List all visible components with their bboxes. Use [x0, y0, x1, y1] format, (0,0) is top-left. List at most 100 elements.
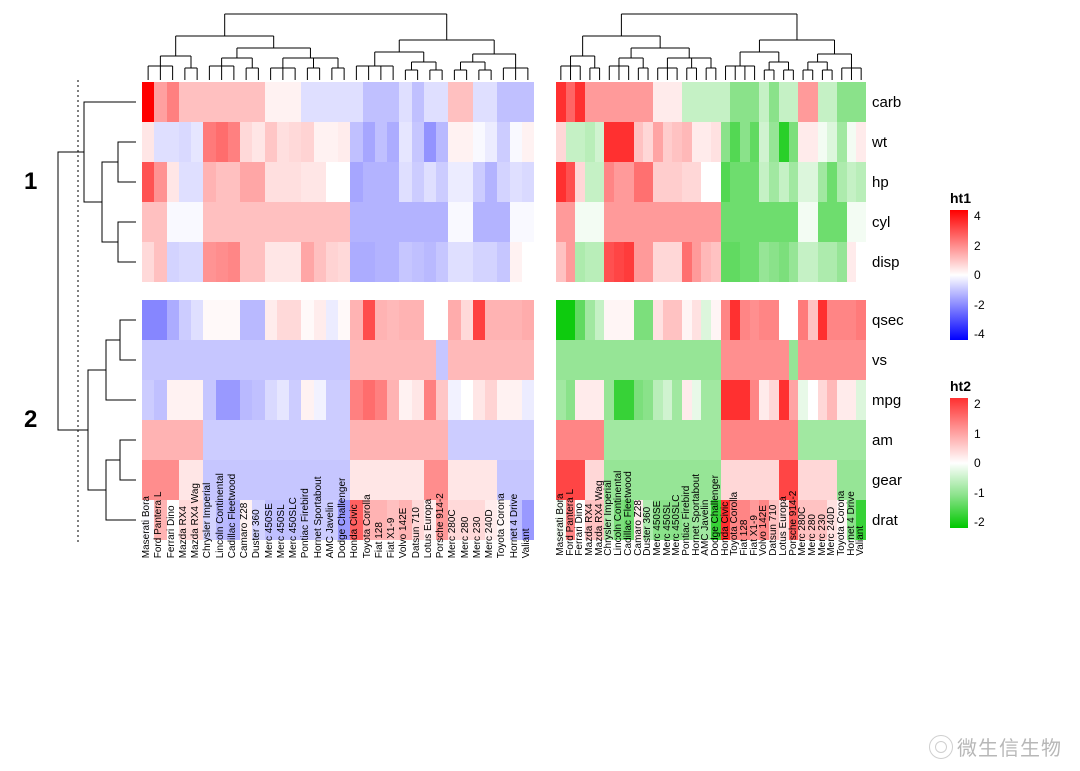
- heatmap-cell: [338, 162, 350, 202]
- heatmap-cell: [497, 162, 509, 202]
- heatmap-cell: [730, 420, 740, 460]
- heatmap-cell: [179, 122, 191, 162]
- heatmap-cell: [179, 420, 191, 460]
- heatmap-cell: [350, 82, 362, 122]
- row-label: drat: [872, 500, 932, 540]
- heatmap-cell: [265, 82, 277, 122]
- heatmap-cell: [643, 300, 653, 340]
- heatmap-cell: [265, 242, 277, 282]
- heatmap-cell: [191, 420, 203, 460]
- heatmap-cell: [692, 420, 702, 460]
- heatmap-cell: [818, 202, 828, 242]
- heatmap-cell: [191, 242, 203, 282]
- heatmap-cell: [191, 82, 203, 122]
- heatmap-cell: [473, 162, 485, 202]
- heatmap-cell: [614, 340, 624, 380]
- heatmap-ht2-top: [556, 82, 866, 282]
- heatmap-cell: [228, 82, 240, 122]
- heatmap-cell: [314, 300, 326, 340]
- heatmap-cell: [252, 460, 264, 500]
- heatmap-cell: [497, 82, 509, 122]
- heatmap-cell: [779, 122, 789, 162]
- legend-tick: 4: [974, 210, 985, 222]
- heatmap-cell: [818, 162, 828, 202]
- heatmap-cell: [634, 460, 644, 500]
- heatmap-cell: [721, 82, 731, 122]
- heatmap-cell: [692, 380, 702, 420]
- heatmap-cell: [779, 380, 789, 420]
- heatmap-cell: [682, 300, 692, 340]
- heatmap-cell: [314, 340, 326, 380]
- heatmap-cell: [614, 420, 624, 460]
- heatmap-cell: [643, 420, 653, 460]
- heatmap-cell: [856, 460, 866, 500]
- heatmap-cell: [363, 380, 375, 420]
- heatmap-cell: [461, 300, 473, 340]
- row-label: vs: [872, 340, 932, 380]
- heatmap-cell: [522, 202, 534, 242]
- heatmap-cell: [301, 242, 313, 282]
- heatmap-cell: [604, 340, 614, 380]
- heatmap-cell: [473, 460, 485, 500]
- heatmap-cell: [759, 202, 769, 242]
- heatmap-cell: [412, 340, 424, 380]
- heatmap-cell: [789, 162, 799, 202]
- heatmap-cell: [624, 340, 634, 380]
- heatmap-cell: [399, 300, 411, 340]
- heatmap-cell: [711, 340, 721, 380]
- heatmap-cell: [789, 242, 799, 282]
- heatmap-cell: [798, 242, 808, 282]
- heatmap-cell: [497, 380, 509, 420]
- heatmap-cell: [585, 122, 595, 162]
- heatmap-cell: [682, 202, 692, 242]
- heatmap-cell: [436, 202, 448, 242]
- heatmap-cell: [740, 242, 750, 282]
- heatmap-cell: [375, 380, 387, 420]
- heatmap-cell: [363, 420, 375, 460]
- col-dendrogram-right: [556, 10, 866, 80]
- heatmap-cell: [818, 460, 828, 500]
- heatmap-cell: [179, 242, 191, 282]
- heatmap-cell: [701, 380, 711, 420]
- heatmap-cell: [203, 242, 215, 282]
- heatmap-cell: [363, 162, 375, 202]
- heatmap-cell: [634, 162, 644, 202]
- heatmap-cell: [847, 340, 857, 380]
- heatmap-cell: [363, 202, 375, 242]
- heatmap-cell: [485, 82, 497, 122]
- heatmap-cell: [575, 300, 585, 340]
- heatmap-cell: [585, 242, 595, 282]
- heatmap-cell: [510, 202, 522, 242]
- legend-tick: 2: [974, 398, 985, 410]
- heatmap-cell: [701, 122, 711, 162]
- heatmap-cell: [663, 242, 673, 282]
- heatmap-cell: [522, 242, 534, 282]
- heatmap-cell: [759, 242, 769, 282]
- heatmap-cell: [277, 202, 289, 242]
- heatmap-cell: [497, 420, 509, 460]
- heatmap-cell: [701, 162, 711, 202]
- heatmap-cell: [387, 82, 399, 122]
- heatmap-cell: [154, 82, 166, 122]
- heatmap-cell: [566, 82, 576, 122]
- heatmap-cell: [142, 122, 154, 162]
- heatmap-cell: [595, 420, 605, 460]
- heatmap-cell: [672, 162, 682, 202]
- heatmap-cell: [672, 380, 682, 420]
- legend-tick: -2: [974, 516, 985, 528]
- heatmap-cell: [634, 420, 644, 460]
- row-label: gear: [872, 460, 932, 500]
- heatmap-cell: [485, 242, 497, 282]
- heatmap-cell: [808, 380, 818, 420]
- heatmap-cell: [216, 340, 228, 380]
- heatmap-cell: [837, 380, 847, 420]
- heatmap-cell: [399, 82, 411, 122]
- heatmap-cell: [375, 162, 387, 202]
- heatmap-cell: [240, 242, 252, 282]
- heatmap-cell: [461, 202, 473, 242]
- heatmap-cell: [203, 420, 215, 460]
- heatmap-cell: [614, 122, 624, 162]
- heatmap-cell: [740, 340, 750, 380]
- heatmap-cell: [595, 122, 605, 162]
- heatmap-cell: [740, 380, 750, 420]
